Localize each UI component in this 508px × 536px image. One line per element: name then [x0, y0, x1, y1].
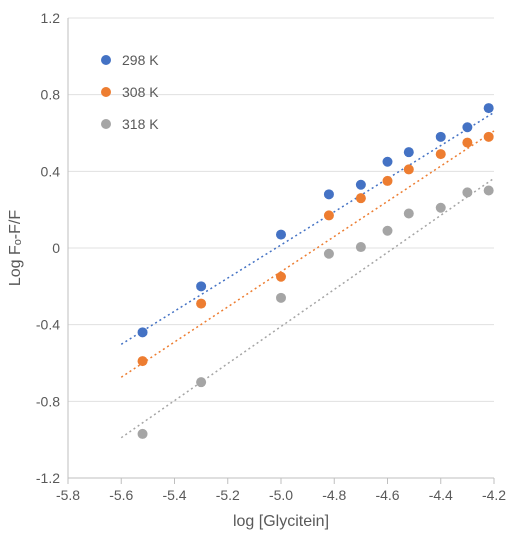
- legend-label: 298 K: [122, 52, 159, 68]
- data-point: [276, 293, 286, 303]
- data-point: [276, 230, 286, 240]
- x-axis-title: log [Glycitein]: [233, 513, 329, 530]
- data-point: [436, 203, 446, 213]
- data-point: [404, 164, 414, 174]
- data-point: [276, 272, 286, 282]
- data-point: [484, 186, 494, 196]
- x-tick-label: -5.8: [56, 487, 80, 503]
- data-point: [196, 299, 206, 309]
- y-tick-label: 0.4: [41, 163, 61, 179]
- data-point: [138, 429, 148, 439]
- legend-label: 318 K: [122, 116, 159, 132]
- y-tick-label: 1.2: [41, 10, 61, 26]
- trend-line: [121, 131, 494, 377]
- legend-marker: [101, 87, 111, 97]
- y-tick-label: -0.8: [36, 393, 60, 409]
- x-tick-label: -4.2: [482, 487, 506, 503]
- legend-marker: [101, 55, 111, 65]
- chart-svg: -1.2 -0.8 -0.4 0 0.4 0.8 1.2 -5.8 -5.6 -5.4 -5.2 -5…: [0, 0, 508, 536]
- data-point: [356, 242, 366, 252]
- data-point: [324, 210, 334, 220]
- y-tick-label: -0.4: [36, 317, 60, 333]
- data-point: [196, 377, 206, 387]
- data-point: [484, 103, 494, 113]
- data-point: [196, 281, 206, 291]
- x-tick-label: -4.4: [429, 487, 453, 503]
- data-point: [356, 193, 366, 203]
- x-tick-label: -5.4: [162, 487, 186, 503]
- data-point: [462, 138, 472, 148]
- data-point: [436, 132, 446, 142]
- y-tick-label: -1.2: [36, 470, 60, 486]
- y-tick-label: 0: [52, 240, 60, 256]
- trend-line: [121, 178, 494, 437]
- data-point: [324, 249, 334, 259]
- x-tick-label: -5.0: [269, 487, 293, 503]
- x-tick-label: -4.6: [375, 487, 399, 503]
- data-point: [138, 327, 148, 337]
- trend-line: [121, 112, 494, 344]
- y-tick-label: 0.8: [41, 87, 61, 103]
- data-point: [324, 189, 334, 199]
- data-point: [404, 209, 414, 219]
- scatter-chart: -1.2 -0.8 -0.4 0 0.4 0.8 1.2 -5.8 -5.6 -5.4 -5.2 -5…: [0, 0, 508, 536]
- data-point: [404, 147, 414, 157]
- data-point: [383, 176, 393, 186]
- data-point: [462, 187, 472, 197]
- data-point: [462, 122, 472, 132]
- data-point: [383, 226, 393, 236]
- data-point: [436, 149, 446, 159]
- x-tick-label: -4.8: [322, 487, 346, 503]
- data-point: [138, 356, 148, 366]
- data-point: [484, 132, 494, 142]
- data-point: [383, 157, 393, 167]
- legend-marker: [101, 119, 111, 129]
- y-axis-title: Log Fₒ-F/F: [7, 210, 24, 287]
- x-tick-label: -5.6: [109, 487, 133, 503]
- legend-label: 308 K: [122, 84, 159, 100]
- x-tick-label: -5.2: [216, 487, 240, 503]
- data-point: [356, 180, 366, 190]
